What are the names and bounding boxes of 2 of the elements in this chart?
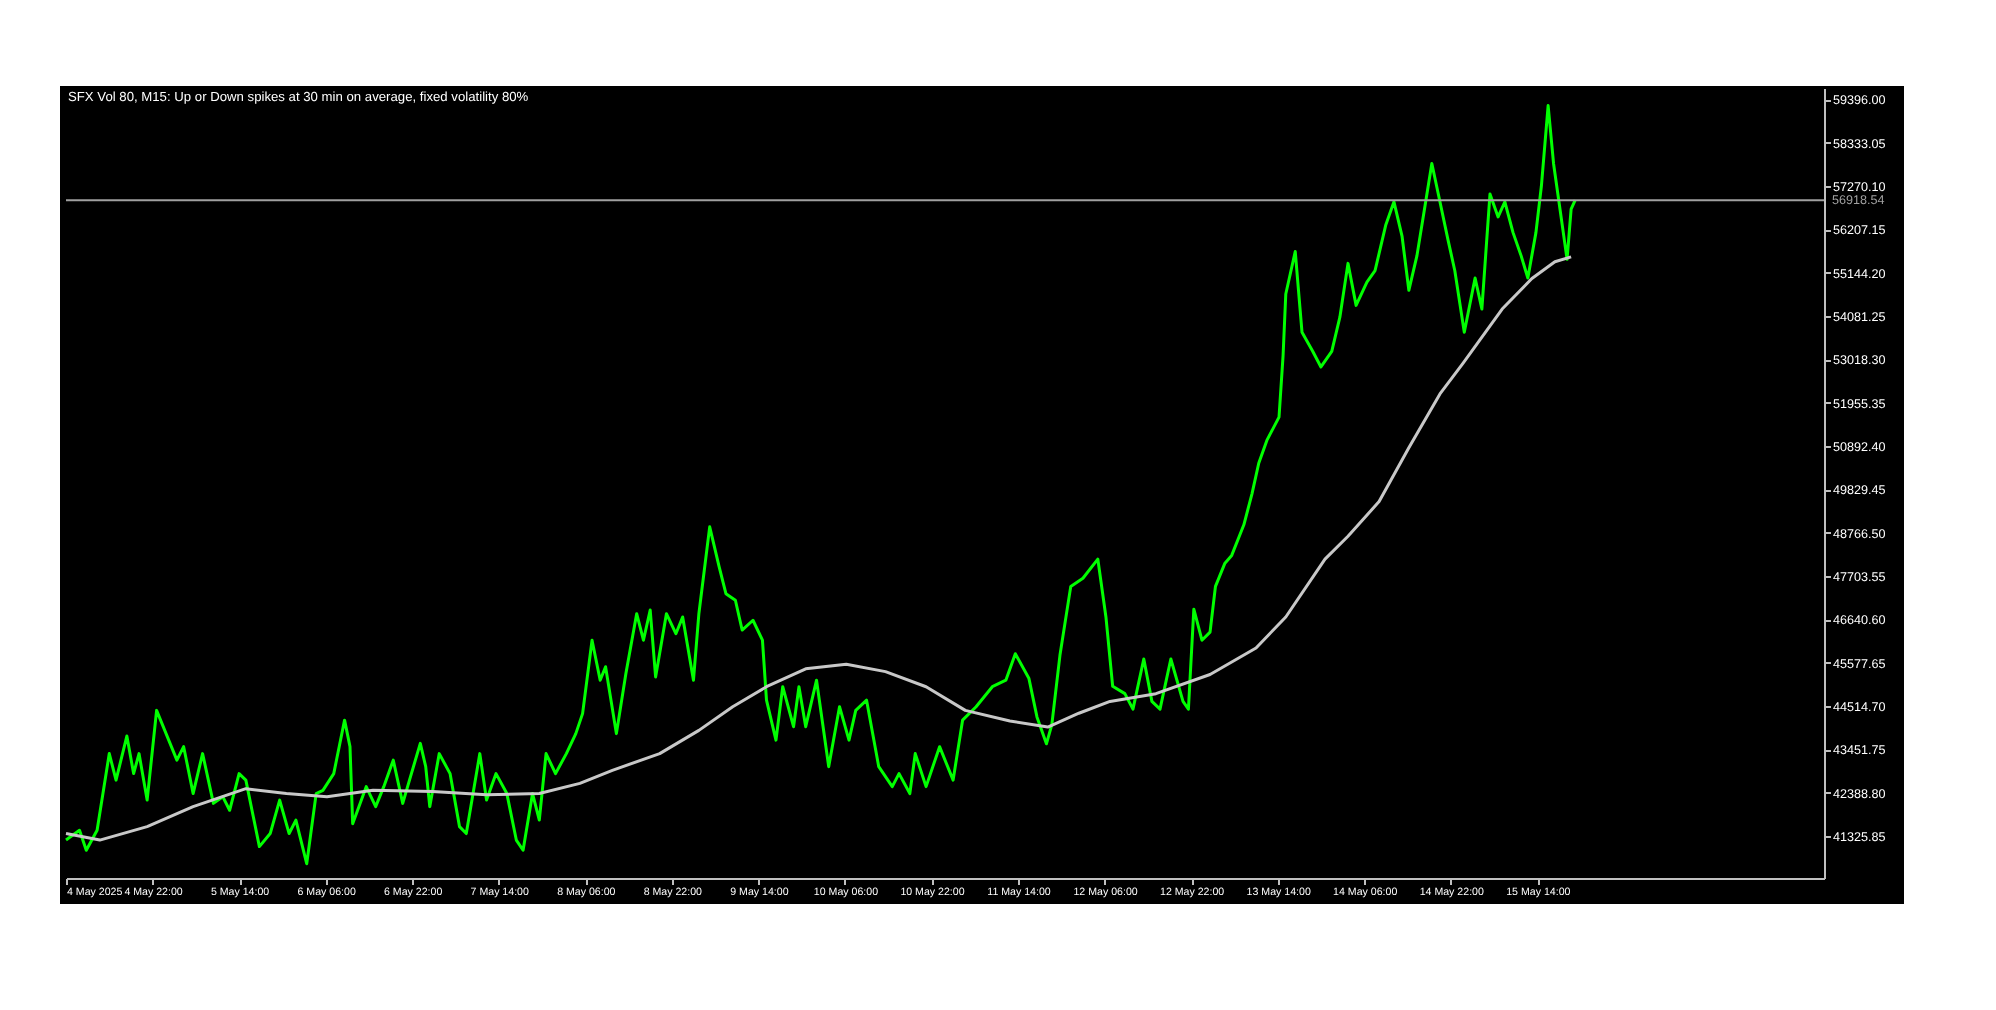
line-series bbox=[64, 104, 1577, 866]
line-series bbox=[64, 255, 1573, 842]
